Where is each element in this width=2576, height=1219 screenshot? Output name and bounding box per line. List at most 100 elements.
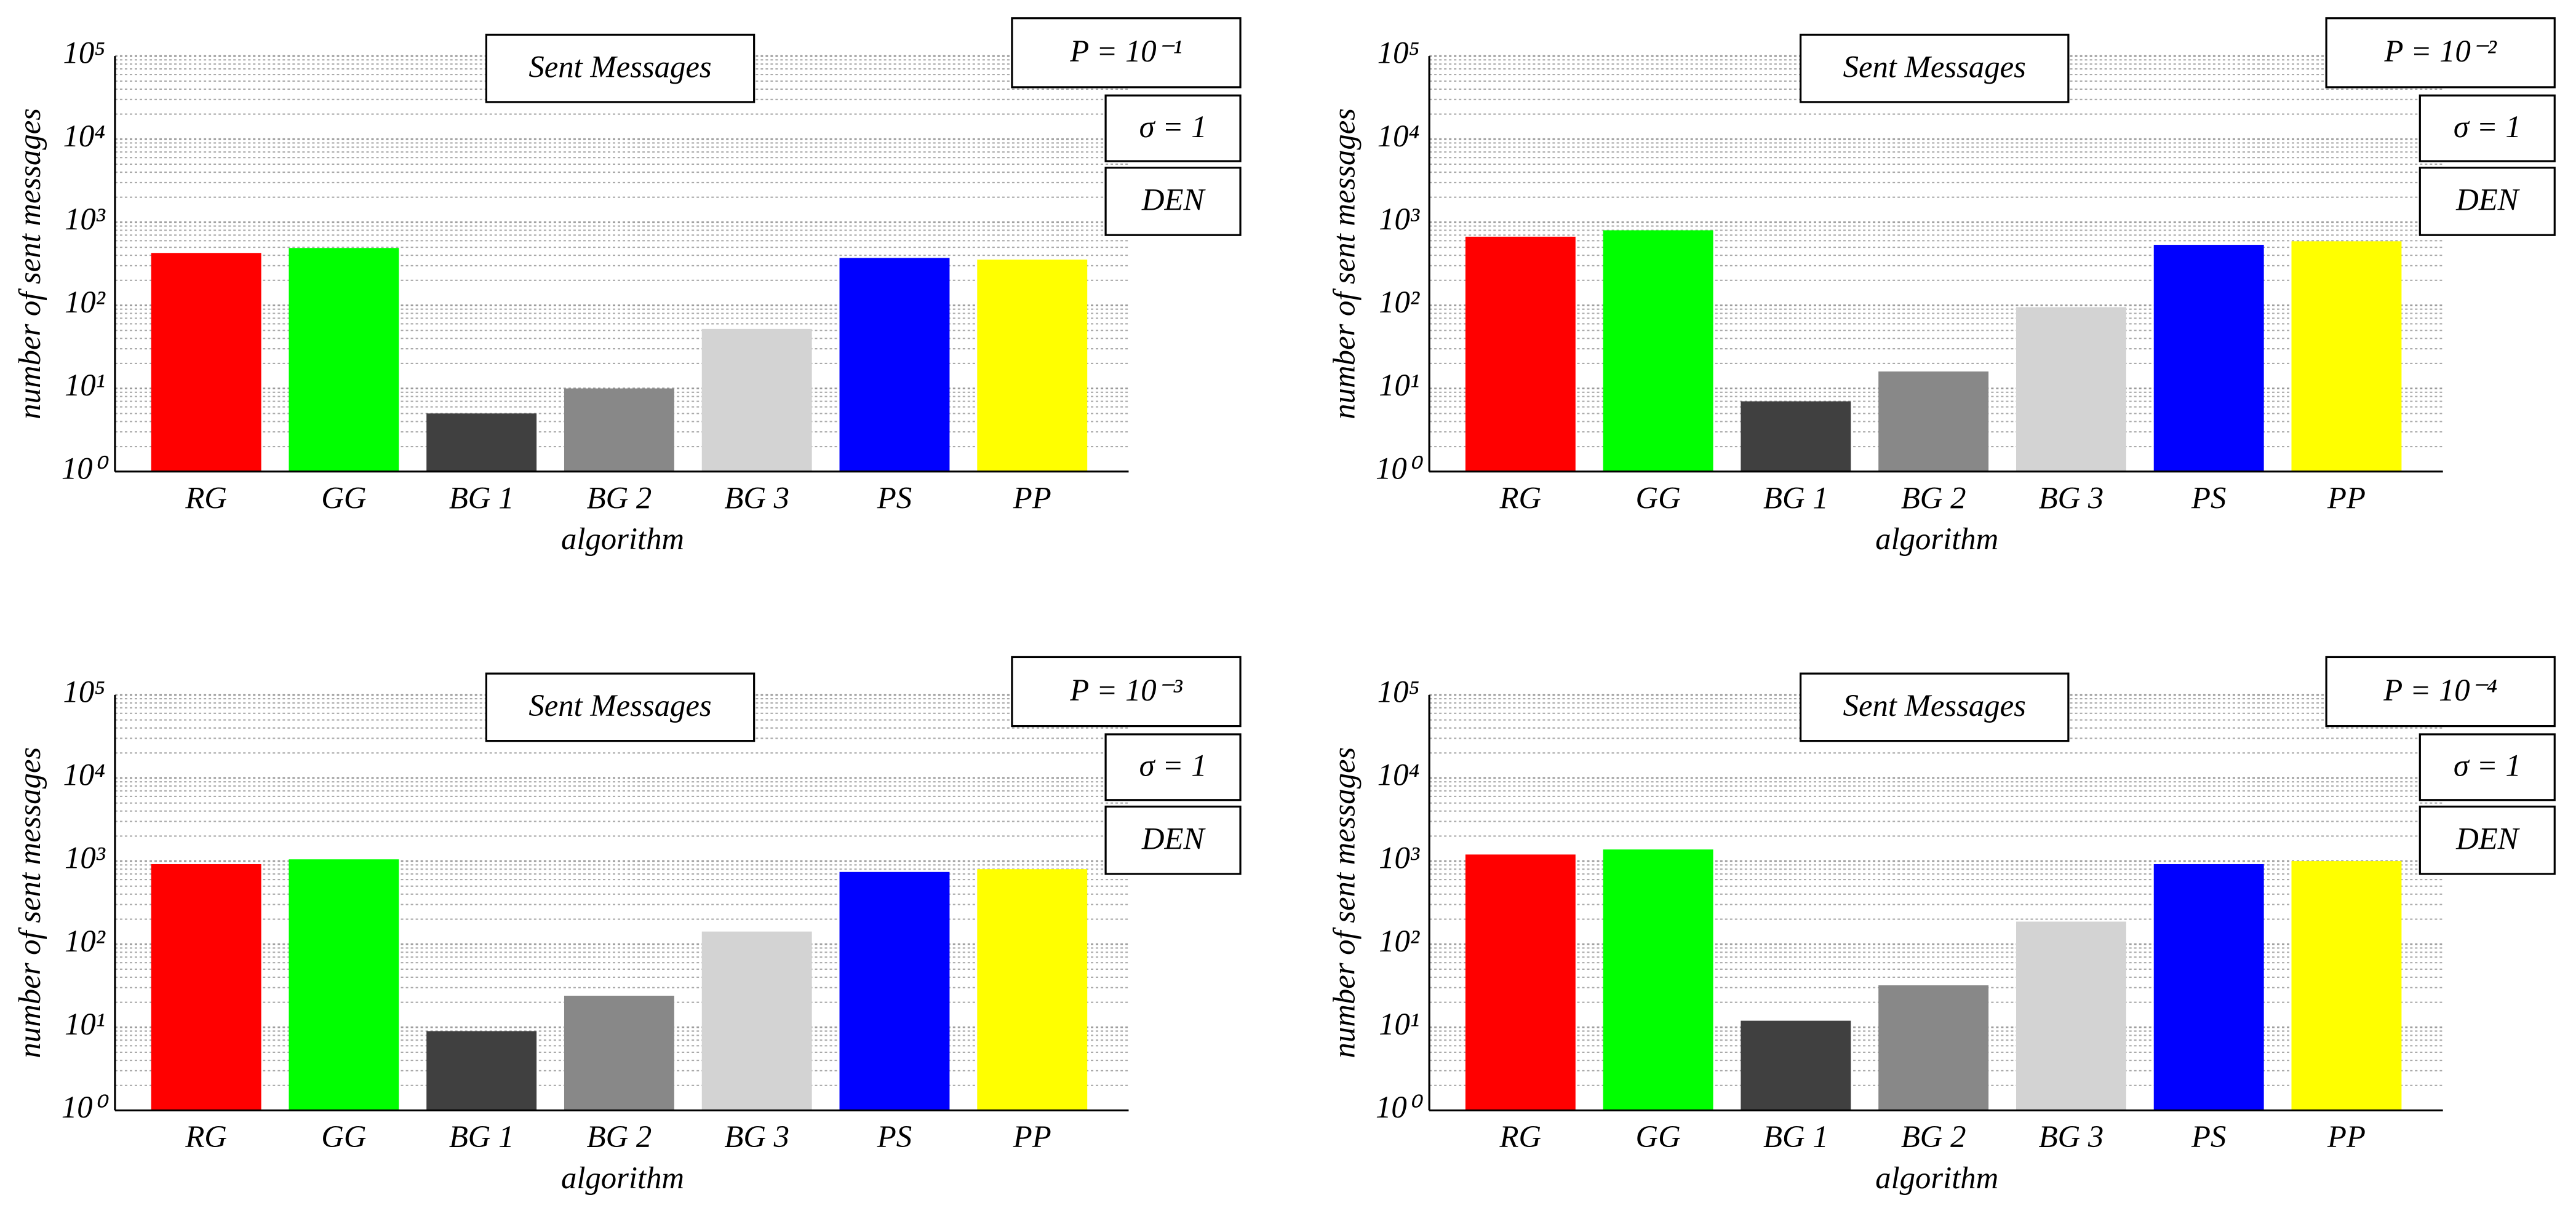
x-tick-label: PP — [2327, 480, 2366, 515]
bar — [839, 258, 950, 472]
x-tick-label: BG 2 — [1901, 480, 1966, 515]
annotation-box — [1104, 94, 1242, 162]
y-tick-label: 10³ — [65, 841, 106, 875]
y-tick-label: 10⁵ — [63, 36, 105, 70]
annotation: DEN — [1141, 183, 1206, 217]
y-tick-label: 10¹ — [1379, 368, 1419, 402]
chart-title: Sent Messages — [1843, 49, 2026, 84]
annotation-box — [2418, 805, 2556, 875]
bar — [1741, 401, 1851, 472]
x-tick-label: BG 1 — [1763, 1119, 1828, 1154]
bar — [1465, 236, 1576, 472]
chart-title-box — [1800, 672, 2070, 742]
annotation-box — [2325, 656, 2556, 728]
y-tick-label: 10³ — [65, 202, 106, 236]
y-tick-label: 10¹ — [1379, 1007, 1419, 1041]
annotation-box — [2418, 167, 2556, 236]
y-tick-label: 10² — [1379, 924, 1420, 958]
y-axis-label: number of sent messages — [1326, 747, 1361, 1058]
x-tick-label: PP — [2327, 1119, 2366, 1154]
annotation: σ = 1 — [2454, 748, 2521, 783]
x-axis-label: algorithm — [1875, 1161, 1998, 1195]
annotation: DEN — [2455, 821, 2521, 856]
y-tick-label: 10⁵ — [1378, 674, 1419, 709]
x-tick-label: GG — [321, 480, 366, 515]
x-tick-label: GG — [1635, 1119, 1680, 1154]
x-tick-label: PP — [1013, 480, 1051, 515]
x-tick-label: BG 3 — [2039, 1119, 2104, 1154]
chart-title: Sent Messages — [1843, 688, 2026, 723]
y-tick-label: 10⁵ — [1378, 36, 1419, 70]
x-tick-label: GG — [1635, 480, 1680, 515]
bar — [701, 931, 812, 1111]
y-tick-label: 10² — [65, 285, 106, 319]
bar — [1603, 230, 1713, 472]
annotation: DEN — [2455, 183, 2521, 217]
bar — [289, 859, 399, 1111]
x-tick-label: BG 2 — [587, 480, 652, 515]
bar — [151, 864, 261, 1111]
x-tick-label: BG 2 — [1901, 1119, 1966, 1154]
y-tick-label: 10³ — [1379, 841, 1420, 875]
panel: 10⁰ 10¹ 10² 10³ 10⁴ 10⁵ RG GG BG 1 BG 2 BG 3 PS PP al… — [12, 17, 1242, 556]
x-tick-label: PS — [2191, 480, 2226, 515]
x-tick-label: BG 3 — [2039, 480, 2104, 515]
bar — [977, 260, 1088, 472]
bar — [564, 388, 674, 472]
y-tick-label: 10¹ — [65, 1007, 105, 1041]
bar — [1878, 371, 1989, 472]
x-axis-label: algorithm — [561, 522, 684, 556]
chart-title: Sent Messages — [528, 49, 711, 84]
bar — [2016, 921, 2126, 1111]
y-axis-label: number of sent messages — [12, 747, 47, 1058]
x-axis-label: algorithm — [561, 1161, 684, 1195]
annotation: P = 10⁻⁴ — [2383, 673, 2497, 707]
chart-title-box — [485, 672, 756, 742]
panel: 10⁰ 10¹ 10² 10³ 10⁴ 10⁵ RG GG BG 1 BG 2 BG 3 PS PP al… — [1326, 656, 2556, 1195]
annotation-box — [1104, 733, 1242, 801]
chart-title-box — [485, 33, 756, 103]
bar — [426, 413, 537, 472]
annotation: P = 10⁻³ — [1069, 673, 1182, 707]
y-axis-label: number of sent messages — [12, 108, 47, 419]
x-tick-label: PP — [1013, 1119, 1051, 1154]
y-tick-label: 10¹ — [65, 368, 105, 402]
y-tick-label: 10³ — [1379, 202, 1420, 236]
bar — [2291, 241, 2402, 472]
annotation-box — [2325, 17, 2556, 89]
y-tick-label: 10⁰ — [62, 1090, 110, 1124]
annotation-box — [2418, 733, 2556, 801]
y-tick-label: 10⁴ — [63, 119, 105, 153]
bar — [1741, 1020, 1851, 1111]
annotation: DEN — [1141, 821, 1206, 856]
bar — [2291, 861, 2402, 1111]
x-tick-label: PS — [877, 480, 912, 515]
bar — [977, 869, 1088, 1111]
chart-title-box — [1800, 33, 2070, 103]
panel: 10⁰ 10¹ 10² 10³ 10⁴ 10⁵ RG GG BG 1 BG 2 BG 3 PS PP al… — [1326, 17, 2556, 556]
bar — [426, 1031, 537, 1111]
bar — [2153, 864, 2264, 1111]
x-axis-label: algorithm — [1875, 522, 1998, 556]
bar — [289, 248, 399, 472]
y-axis-label: number of sent messages — [1326, 108, 1361, 419]
x-tick-label: BG 2 — [587, 1119, 652, 1154]
y-tick-label: 10⁴ — [1378, 119, 1419, 153]
annotation: P = 10⁻² — [2384, 34, 2497, 68]
x-tick-label: BG 3 — [724, 480, 789, 515]
x-tick-label: RG — [1499, 480, 1542, 515]
x-tick-label: BG 3 — [724, 1119, 789, 1154]
x-tick-label: PS — [877, 1119, 912, 1154]
chart-title: Sent Messages — [528, 688, 711, 723]
x-tick-label: RG — [1499, 1119, 1542, 1154]
y-tick-label: 10² — [1379, 285, 1420, 319]
x-tick-label: GG — [321, 1119, 366, 1154]
x-tick-label: PS — [2191, 1119, 2226, 1154]
x-tick-label: RG — [185, 480, 227, 515]
annotation-box — [1104, 167, 1242, 236]
y-tick-label: 10⁵ — [63, 674, 105, 709]
x-tick-label: BG 1 — [449, 1119, 514, 1154]
bar — [1603, 849, 1713, 1111]
